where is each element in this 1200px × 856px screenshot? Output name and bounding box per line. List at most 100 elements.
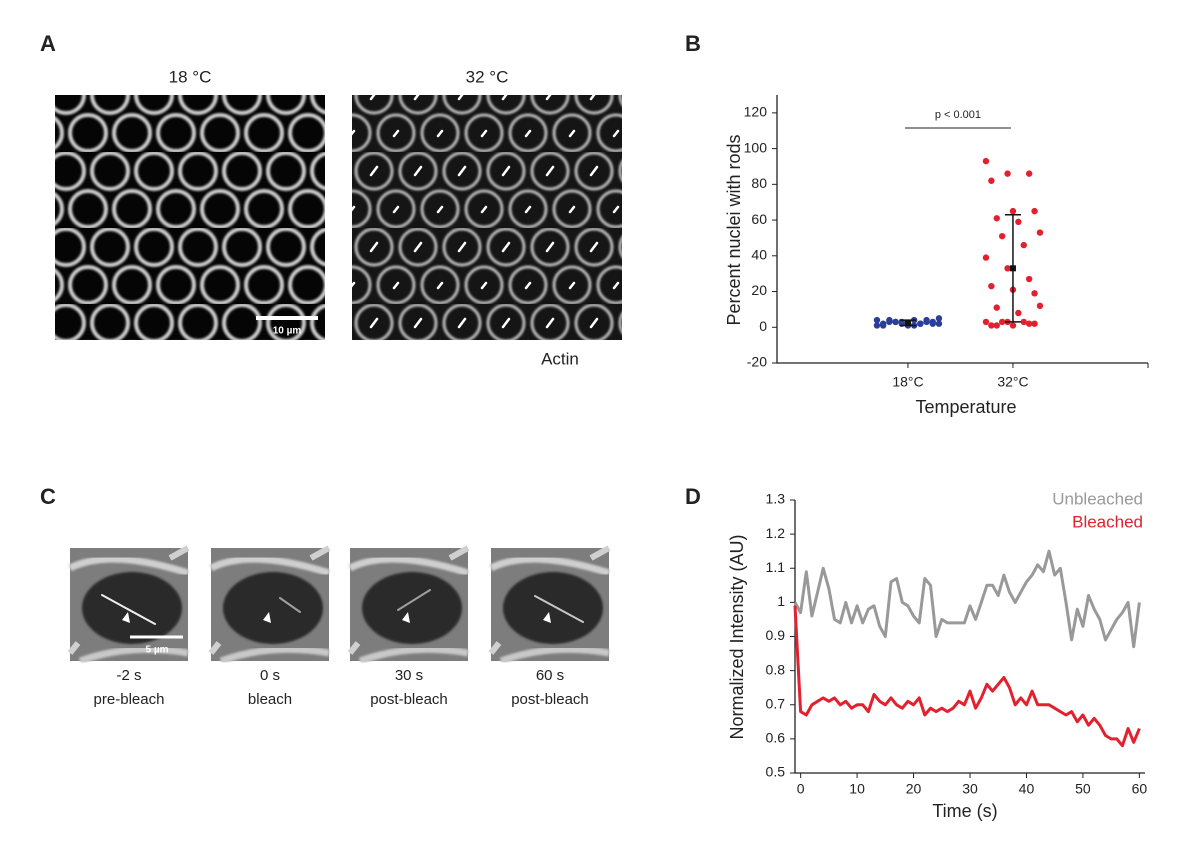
micrograph bbox=[352, 95, 622, 340]
stain-label: Actin bbox=[541, 349, 579, 368]
y-tick-label: 0.8 bbox=[766, 661, 786, 677]
data-point bbox=[982, 254, 990, 261]
data-point bbox=[982, 318, 990, 326]
x-tick-label: 10 bbox=[849, 781, 865, 797]
data-point bbox=[1031, 207, 1038, 215]
y-tick-label: 0.5 bbox=[766, 764, 786, 780]
data-point bbox=[1025, 275, 1033, 283]
data-point bbox=[982, 157, 990, 165]
y-tick-label: 1 bbox=[777, 593, 785, 609]
data-point bbox=[1015, 218, 1022, 226]
frame-label: bleach bbox=[248, 691, 292, 708]
frame-label: pre-bleach bbox=[94, 691, 165, 708]
data-point bbox=[998, 318, 1006, 326]
data-point bbox=[892, 318, 899, 326]
y-tick-label: -20 bbox=[747, 354, 767, 370]
panel-label: A bbox=[40, 31, 56, 56]
frame-time: 60 s bbox=[536, 667, 564, 684]
data-point bbox=[929, 320, 936, 327]
panel-label: B bbox=[685, 31, 701, 56]
x-tick-label: 18°C bbox=[892, 374, 923, 390]
y-tick-label: 1.3 bbox=[766, 491, 786, 507]
scale-bar-label: 5 µm bbox=[146, 645, 169, 656]
frame-time: 30 s bbox=[395, 667, 423, 684]
frame-time: 0 s bbox=[260, 667, 280, 684]
legend-entry: Unbleached bbox=[1052, 489, 1143, 508]
x-tick-label: 50 bbox=[1075, 781, 1091, 797]
y-axis-title: Percent nuclei with rods bbox=[724, 134, 744, 325]
y-tick-label: 20 bbox=[751, 282, 767, 298]
image-title: 32 °C bbox=[466, 67, 509, 86]
micrograph bbox=[55, 95, 325, 340]
data-point bbox=[988, 322, 995, 329]
image-title: 18 °C bbox=[169, 67, 212, 86]
data-point bbox=[879, 320, 887, 327]
y-tick-label: 0.9 bbox=[766, 627, 786, 643]
y-tick-label: 0.6 bbox=[766, 730, 786, 746]
data-point bbox=[1004, 170, 1011, 177]
y-tick-label: 0 bbox=[759, 318, 767, 334]
x-axis-title: Temperature bbox=[915, 397, 1016, 417]
y-tick-label: 100 bbox=[744, 139, 768, 155]
axis bbox=[776, 95, 1148, 364]
data-point bbox=[1036, 302, 1044, 310]
rods bbox=[101, 589, 584, 625]
data-point bbox=[886, 318, 893, 326]
data-point bbox=[917, 320, 924, 327]
data-point bbox=[873, 322, 881, 329]
line-series bbox=[793, 549, 1141, 649]
panel-label: C bbox=[40, 484, 56, 509]
frame-label: post-bleach bbox=[511, 691, 589, 708]
panel-label: D bbox=[685, 484, 701, 509]
data-point bbox=[1009, 322, 1017, 329]
data-point bbox=[1020, 241, 1027, 249]
mean-marker bbox=[1009, 265, 1016, 272]
data-point bbox=[1015, 309, 1022, 317]
y-tick-label: 1.1 bbox=[766, 559, 786, 575]
data-point bbox=[1025, 320, 1033, 327]
data-point bbox=[935, 320, 943, 327]
data-point bbox=[1009, 207, 1017, 215]
y-axis-title: Normalized Intensity (AU) bbox=[727, 534, 747, 739]
data-point bbox=[993, 215, 1000, 222]
data-point bbox=[1004, 265, 1011, 272]
x-tick-label: 60 bbox=[1132, 781, 1148, 797]
y-tick-label: 0.7 bbox=[766, 695, 786, 711]
data-point bbox=[1025, 170, 1033, 177]
micrograph bbox=[211, 548, 329, 661]
x-axis-title: Time (s) bbox=[932, 801, 997, 821]
legend-entry: Bleached bbox=[1072, 512, 1143, 531]
frame-time: -2 s bbox=[116, 667, 141, 684]
x-tick-label: 32°C bbox=[997, 374, 1028, 390]
frame-labels: -2 s pre-bleach 0 s bleach 30 s post-bleach 60… bbox=[94, 667, 589, 708]
data-point bbox=[1036, 229, 1044, 236]
frame-label: post-bleach bbox=[370, 691, 448, 708]
data-point bbox=[998, 232, 1006, 240]
y-tick-label: 60 bbox=[751, 211, 767, 227]
data-point bbox=[993, 322, 1000, 329]
y-tick-label: 80 bbox=[751, 175, 767, 191]
data-point bbox=[993, 304, 1000, 311]
axis bbox=[794, 500, 1145, 774]
line-series bbox=[793, 605, 1141, 748]
data-point bbox=[1020, 318, 1027, 326]
y-tick-label: 120 bbox=[744, 104, 768, 120]
mean-marker bbox=[904, 319, 911, 326]
data-point bbox=[1031, 320, 1038, 327]
x-tick-label: 0 bbox=[797, 781, 805, 797]
annotation: p < 0.001 bbox=[935, 109, 981, 121]
scale-bar-label: 10 µm bbox=[273, 326, 302, 337]
data-point bbox=[988, 282, 995, 290]
data-point bbox=[935, 315, 943, 322]
data-point bbox=[923, 316, 930, 324]
x-tick-label: 20 bbox=[906, 781, 922, 797]
y-tick-label: 1.2 bbox=[766, 525, 786, 541]
data-point bbox=[1031, 290, 1038, 297]
x-tick-label: 30 bbox=[962, 781, 978, 797]
data-point bbox=[988, 177, 995, 184]
micrograph bbox=[70, 548, 188, 661]
micrograph bbox=[350, 548, 468, 661]
data-point bbox=[873, 316, 881, 324]
x-tick-label: 40 bbox=[1019, 781, 1035, 797]
